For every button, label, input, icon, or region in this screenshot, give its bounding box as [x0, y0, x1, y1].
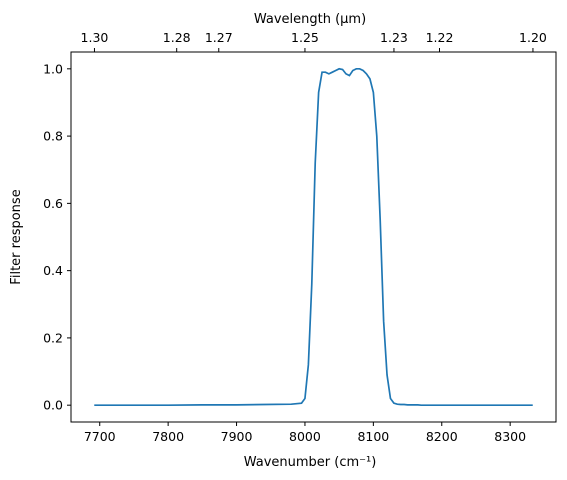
- top-tick-label: 1.30: [81, 30, 109, 45]
- x-tick-label: 7700: [84, 429, 116, 444]
- x-axis-ticks: 7700 7800 7900 8000 8100 8200 8300: [84, 422, 526, 444]
- x-tick-label: 8000: [289, 429, 321, 444]
- plot-frame: [70, 51, 557, 423]
- y-tick-label: 0.0: [43, 398, 63, 413]
- top-tick-label: 1.23: [380, 30, 408, 45]
- x-tick-label: 7900: [221, 429, 253, 444]
- top-tick-label: 1.27: [205, 30, 233, 45]
- top-tick-label: 1.20: [519, 30, 547, 45]
- top-tick-label: 1.25: [291, 30, 319, 45]
- y-tick-label: 0.6: [43, 196, 63, 211]
- x-tick-label: 8100: [357, 429, 389, 444]
- y-axis-title: Filter response: [9, 189, 24, 284]
- x-tick-label: 8200: [426, 429, 458, 444]
- y-tick-label: 0.2: [43, 330, 63, 345]
- x-tick-label: 8300: [494, 429, 526, 444]
- filter-response-line: [94, 67, 533, 407]
- y-tick-label: 1.0: [43, 61, 63, 76]
- top-tick-label: 1.22: [426, 30, 454, 45]
- y-tick-label: 0.8: [43, 129, 63, 144]
- y-axis-ticks: 0.0 0.2 0.4 0.6 0.8 1.0: [43, 61, 71, 413]
- top-axis-title: Wavelength (μm): [254, 12, 366, 27]
- top-axis-ticks: 1.30 1.28 1.27 1.25 1.23 1.22 1.20: [81, 30, 547, 52]
- top-tick-label: 1.28: [163, 30, 191, 45]
- y-tick-label: 0.4: [43, 263, 63, 278]
- x-axis-title: Wavenumber (cm⁻¹): [244, 455, 377, 470]
- x-tick-label: 7800: [152, 429, 184, 444]
